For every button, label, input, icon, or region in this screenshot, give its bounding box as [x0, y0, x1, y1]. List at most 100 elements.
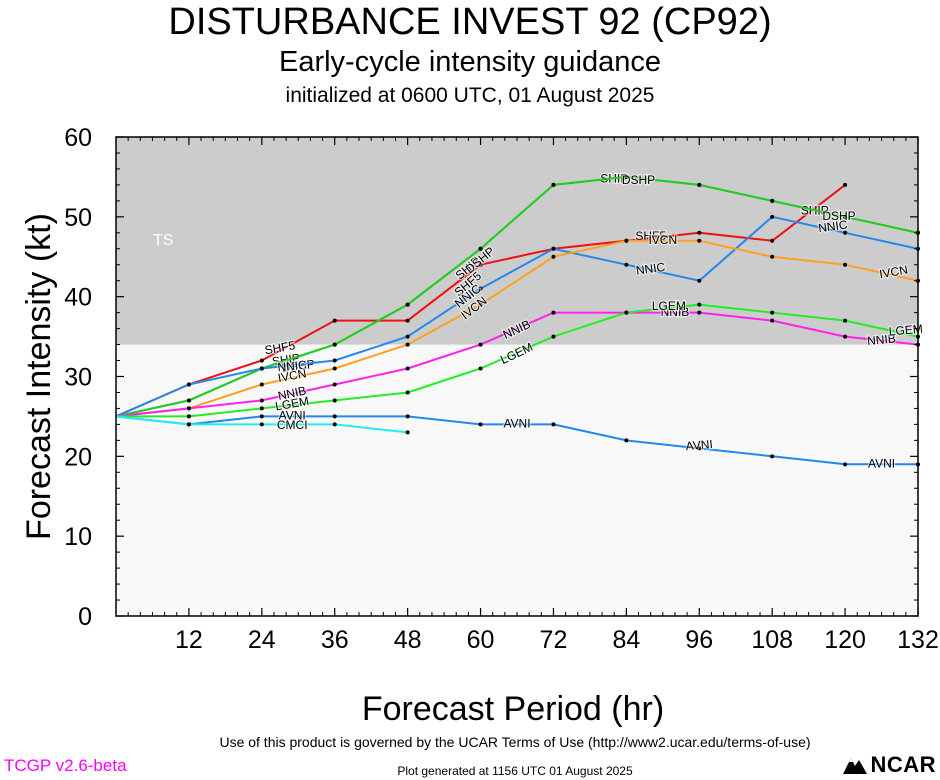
- version-label: TCGP v2.6-beta: [4, 756, 127, 775]
- data-point: [478, 366, 483, 371]
- series-label: IVCN: [878, 263, 909, 282]
- x-tick-label: 36: [321, 626, 349, 654]
- x-tick-label: 60: [467, 626, 495, 654]
- x-tick-label: 96: [685, 626, 713, 654]
- y-tick-label: 10: [64, 523, 92, 551]
- axes-layer: 12 24 36 48 60 72 84 96 108 120 132 0 10 20 30 40 50 60: [64, 124, 939, 654]
- y-tick-label: 60: [64, 124, 92, 152]
- data-point: [478, 286, 483, 291]
- data-point: [697, 278, 702, 283]
- ts-band: [116, 137, 918, 345]
- y-tick-label: 0: [78, 603, 92, 631]
- page-title: DISTURBANCE INVEST 92 (CP92): [168, 1, 772, 43]
- series-line-ivcn: [115, 239, 919, 418]
- data-point: [843, 334, 848, 339]
- data-point: [259, 398, 264, 403]
- data-point: [259, 414, 264, 419]
- data-point: [332, 382, 337, 387]
- series-cmci: CMCI: [115, 415, 410, 435]
- series-line-avni: [115, 415, 918, 466]
- data-point: [405, 430, 410, 435]
- series-label: NNIC: [817, 217, 848, 235]
- x-tick-label: 120: [824, 626, 866, 654]
- x-axis-title: Forecast Period (hr): [362, 690, 664, 728]
- data-point: [332, 358, 337, 363]
- x-tick-label: 24: [248, 626, 276, 654]
- data-point: [624, 438, 629, 443]
- data-point: [624, 238, 629, 243]
- data-point: [551, 182, 556, 187]
- data-point: [186, 422, 191, 427]
- data-point: [332, 318, 337, 323]
- data-point: [770, 198, 775, 203]
- data-point: [332, 342, 337, 347]
- y-tick-label: 20: [64, 443, 92, 471]
- data-point: [843, 182, 848, 187]
- terms-of-use: Use of this product is governed by the U…: [219, 734, 811, 750]
- data-point: [259, 406, 264, 411]
- series-label: LGEM: [888, 322, 923, 339]
- data-point: [405, 318, 410, 323]
- y-tick-label: 50: [64, 204, 92, 232]
- data-point: [259, 382, 264, 387]
- data-point: [843, 262, 848, 267]
- series-label: IVCN: [277, 366, 308, 385]
- series-avni: AVNI AVNI AVNI AVNI: [115, 407, 920, 472]
- series-label: AVNI: [868, 456, 895, 470]
- y-tick-label: 40: [64, 284, 92, 312]
- data-point: [551, 246, 556, 251]
- data-point: [624, 310, 629, 315]
- data-point: [770, 310, 775, 315]
- series-label: NNIC: [277, 358, 308, 375]
- ncar-logo: NCAR: [842, 752, 936, 778]
- ncar-logo-text: NCAR: [870, 752, 936, 777]
- data-point: [770, 454, 775, 459]
- y-tick-label: 30: [64, 364, 92, 392]
- data-point: [697, 310, 702, 315]
- data-point: [551, 422, 556, 427]
- data-point: [770, 254, 775, 259]
- x-tick-label: 12: [175, 626, 203, 654]
- series-line-lgem: [116, 303, 919, 418]
- data-point: [478, 302, 483, 307]
- series-label: DSHP: [281, 357, 316, 376]
- plot-generated-time: Plot generated at 1156 UTC 01 August 202…: [397, 764, 633, 778]
- ncar-logo-icon: [843, 758, 868, 774]
- series-label: DSHP: [622, 173, 655, 187]
- data-point: [551, 310, 556, 315]
- series-label: AVNI: [685, 437, 713, 453]
- data-point: [770, 318, 775, 323]
- series-line-nnib: [115, 311, 919, 418]
- data-point: [405, 302, 410, 307]
- data-point: [332, 398, 337, 403]
- data-point: [186, 398, 191, 403]
- y-axis-title: Forecast Intensity (kt): [20, 213, 58, 540]
- series-label: IVCN: [648, 233, 677, 247]
- series-label: CMCI: [277, 418, 308, 432]
- series-layer: SHF5SHF5SHF5SHIPSHIPSHIPSHIPDSHPDSHPDSHP…: [115, 170, 925, 472]
- data-point: [186, 406, 191, 411]
- x-tick-label: 84: [612, 626, 640, 654]
- series-label: AVNI: [279, 409, 306, 423]
- data-point: [843, 318, 848, 323]
- data-point: [332, 366, 337, 371]
- data-point: [332, 414, 337, 419]
- data-point: [405, 390, 410, 395]
- data-point: [843, 214, 848, 219]
- series-label: DSHP: [822, 209, 855, 223]
- series-label: LGEM: [652, 299, 686, 313]
- page-subtitle: Early-cycle intensity guidance: [278, 46, 661, 78]
- data-point: [697, 182, 702, 187]
- data-point: [697, 302, 702, 307]
- data-point: [259, 422, 264, 427]
- series-line-nnic: [115, 215, 919, 418]
- data-point: [770, 214, 775, 219]
- data-point: [478, 246, 483, 251]
- series-label: NNIB: [867, 332, 897, 348]
- data-point: [697, 238, 702, 243]
- data-point: [478, 262, 483, 267]
- series-label: AVNI: [503, 417, 530, 431]
- data-point: [259, 366, 264, 371]
- data-point: [478, 342, 483, 347]
- data-point: [551, 334, 556, 339]
